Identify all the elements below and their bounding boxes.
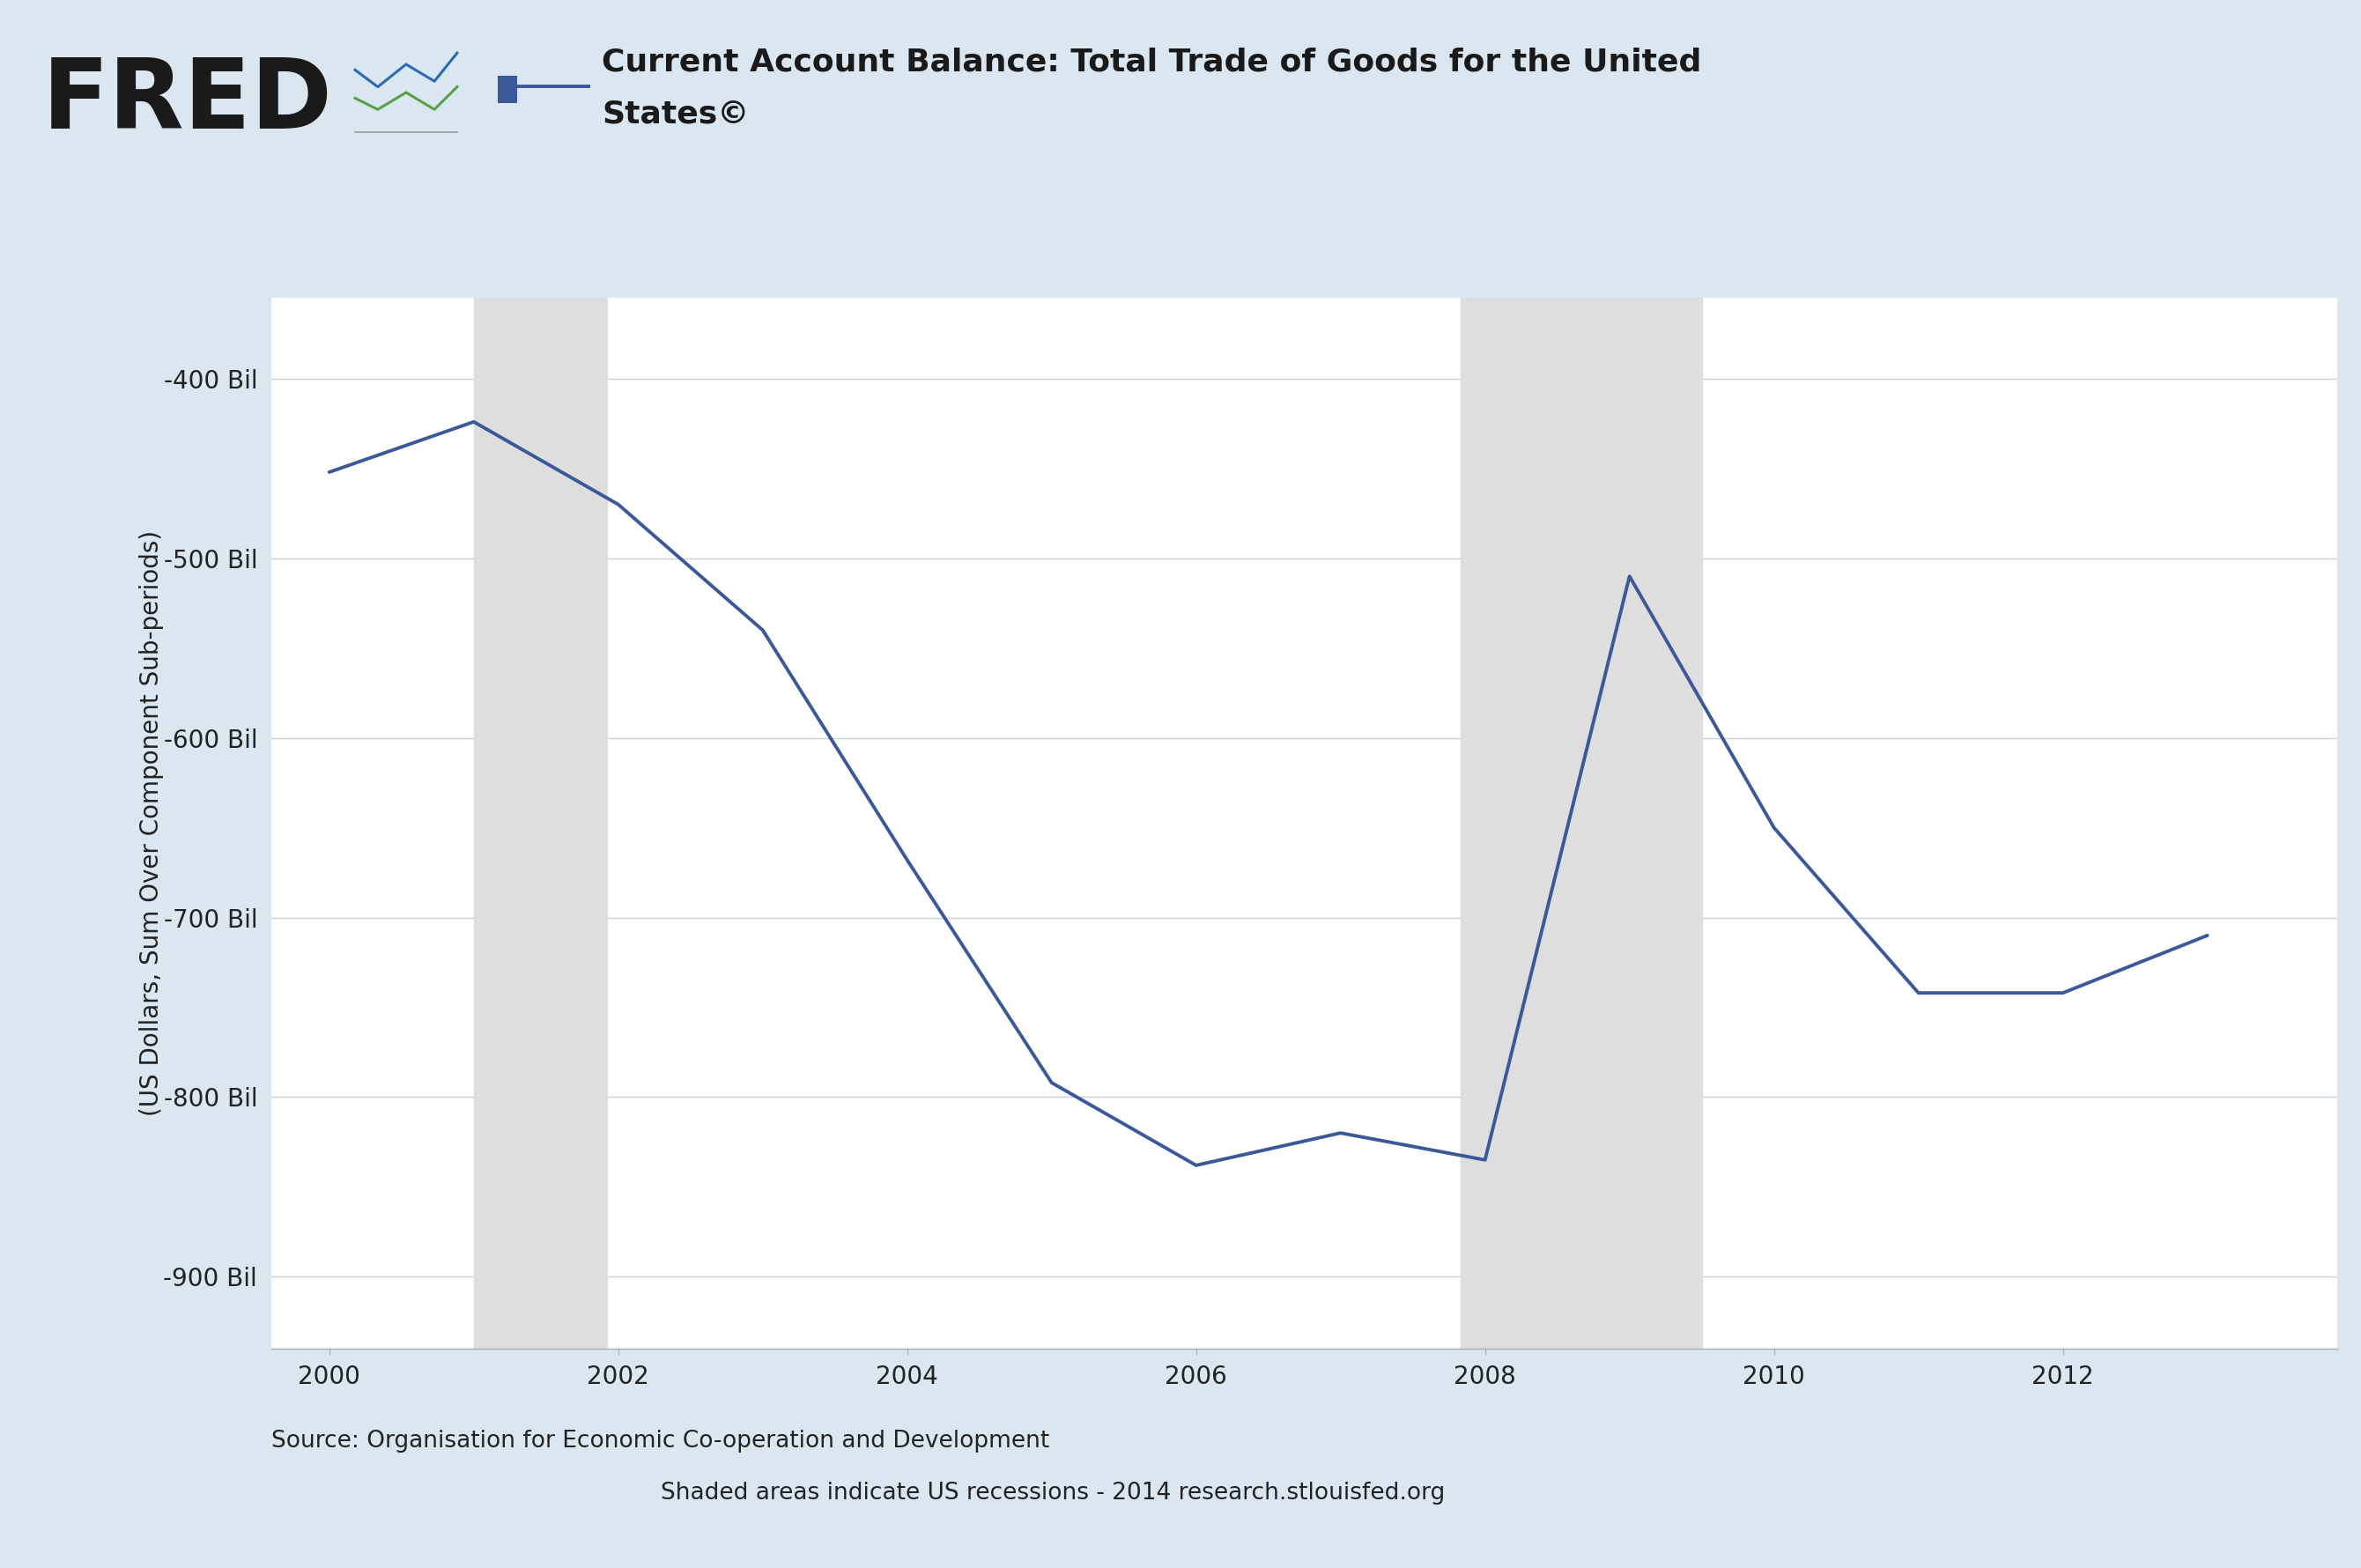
Bar — [475, 298, 607, 1348]
Text: FRED: FRED — [42, 55, 333, 149]
Bar — [498, 75, 517, 103]
Y-axis label: (US Dollars, Sum Over Component Sub-periods): (US Dollars, Sum Over Component Sub-peri… — [139, 530, 163, 1116]
Text: States©: States© — [602, 99, 748, 129]
Text: Current Account Balance: Total Trade of Goods for the United: Current Account Balance: Total Trade of … — [602, 47, 1702, 77]
Text: Shaded areas indicate US recessions - 2014 research.stlouisfed.org: Shaded areas indicate US recessions - 20… — [661, 1482, 1445, 1505]
Bar — [1461, 298, 1702, 1348]
Text: Source: Organisation for Economic Co-operation and Development: Source: Organisation for Economic Co-ope… — [272, 1430, 1051, 1454]
